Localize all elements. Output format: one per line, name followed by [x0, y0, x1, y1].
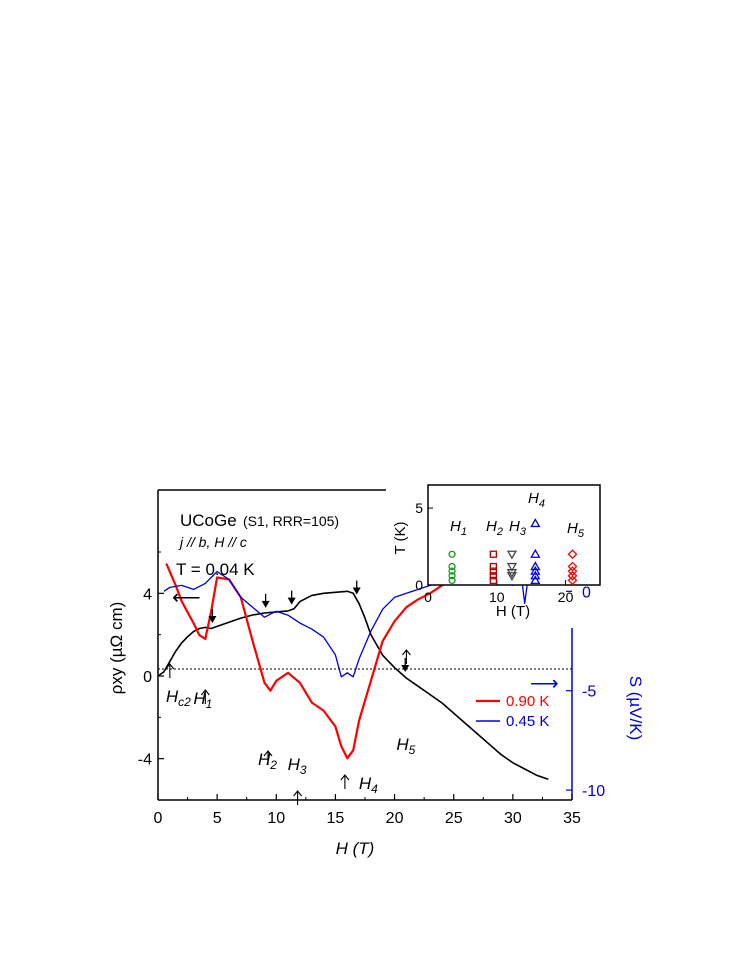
inset-label-H1: H1 [450, 518, 467, 538]
y-axis-label-left: ρxy (µΩ cm) [107, 602, 126, 695]
inset-y-tick-label: 5 [415, 500, 423, 516]
inset-point-H1 [448, 562, 456, 571]
x-axis-label-main: H (T) [336, 839, 375, 858]
up-arrow-head [165, 663, 175, 670]
inset-x-tick-label: 0 [424, 589, 432, 605]
inset-point-H4 [530, 575, 541, 585]
inset-x-axis-label: H (T) [496, 603, 530, 620]
hall-resistivity-line [157, 590, 549, 781]
inset-point-H4 [530, 561, 541, 571]
up-arrow-head [340, 774, 350, 781]
sample-subtitle: (S1, RRR=105) [243, 513, 339, 529]
y-left-tick-label: 4 [143, 586, 152, 603]
field-marker-label: H2 [258, 750, 277, 772]
inset-x-tick-label: 20 [558, 589, 574, 605]
legend-label-0-90K: 0.90 K [506, 693, 549, 710]
up-arrow-head [293, 790, 303, 797]
x-tick-label: 10 [267, 810, 285, 827]
inset-point-H2 [489, 572, 498, 580]
inset-point-H4 [530, 570, 541, 580]
inset-point-H5 [567, 566, 578, 577]
inset-point-H2 [489, 550, 498, 558]
temperature-label: T = 0.04 K [176, 560, 255, 579]
y-right-tick-label: -5 [582, 684, 596, 701]
legend-label-0-45K: 0.45 K [506, 713, 549, 730]
inset-point-H4 [530, 565, 541, 575]
field-marker-label: H4 [359, 774, 378, 796]
down-arrow-head [401, 665, 410, 673]
x-tick-label: 5 [213, 810, 222, 827]
x-axis-label: H (T) [336, 839, 375, 858]
inset-point-H3 [506, 572, 518, 582]
inset-point-H2 [489, 576, 498, 585]
inset-point-H3 [506, 550, 518, 560]
down-arrow-head [352, 587, 361, 595]
orientation-condition: j // b, H // c [178, 534, 247, 550]
inset-point-H2 [489, 567, 498, 575]
x-tick-label: 20 [386, 810, 404, 827]
inset-point-H1 [448, 567, 456, 575]
inset-point-H5 [567, 561, 578, 572]
x-tick-label: 35 [563, 810, 581, 827]
right-axis-pointer-arrow: ⟶ [530, 673, 559, 695]
field-marker-label: H3 [288, 755, 307, 777]
inset-point-H1 [448, 576, 456, 585]
x-tick-label: 30 [504, 810, 522, 827]
down-arrow-head [261, 600, 270, 608]
y-axis-label-right: S (µV/K) [626, 676, 645, 741]
y-left-tick-label: 0 [143, 669, 152, 686]
inset-point-H1 [448, 550, 456, 558]
y-right-tick-label: 0 [582, 584, 591, 601]
inset-point-H2 [489, 562, 498, 571]
field-marker-label: Hc2 [166, 687, 191, 709]
field-marker-label: H1 [193, 689, 212, 711]
inset-y-tick-label: 0 [415, 577, 423, 593]
inset-y-axis-label: T (K) [392, 521, 409, 554]
inset-x-tick-label: 10 [489, 589, 505, 605]
x-tick-label: 0 [154, 810, 163, 827]
legend: 0.90 K 0.45 K [476, 693, 549, 730]
inset-label-H4: H4 [528, 490, 545, 510]
inset-ticks: 0 10 20 0 5 [415, 500, 573, 605]
inset-point-H4 [530, 548, 541, 558]
inset-label-H5: H5 [567, 520, 585, 540]
x-tick-label: 15 [327, 810, 345, 827]
field-markers: Hc2 H1 H2 H3 H4 H5 [165, 580, 416, 805]
inset-label-H2: H2 [486, 518, 503, 538]
up-arrow-head [200, 689, 210, 696]
inset-points [448, 518, 578, 586]
down-arrow-head [287, 597, 296, 605]
inset-point-H3 [506, 562, 518, 572]
inset-point-H1 [448, 572, 456, 580]
y-left-tick-label: -4 [138, 752, 152, 769]
inset-point-H4 [530, 518, 541, 528]
up-arrow-head [401, 649, 411, 656]
x-tick-label: 25 [445, 810, 463, 827]
up-arrow-head [263, 750, 273, 757]
inset-point-H5 [567, 549, 578, 560]
sample-title: UCoGe [180, 511, 237, 530]
down-arrow-head [208, 616, 217, 624]
y-right-tick-label: -10 [582, 783, 605, 800]
left-axis-pointer-arrow: ⟵ [172, 587, 201, 609]
field-marker-label: H5 [396, 735, 415, 757]
inset-point-H5 [567, 575, 578, 586]
inset-point-H5 [567, 570, 578, 581]
inset-label-H3: H3 [509, 518, 527, 538]
